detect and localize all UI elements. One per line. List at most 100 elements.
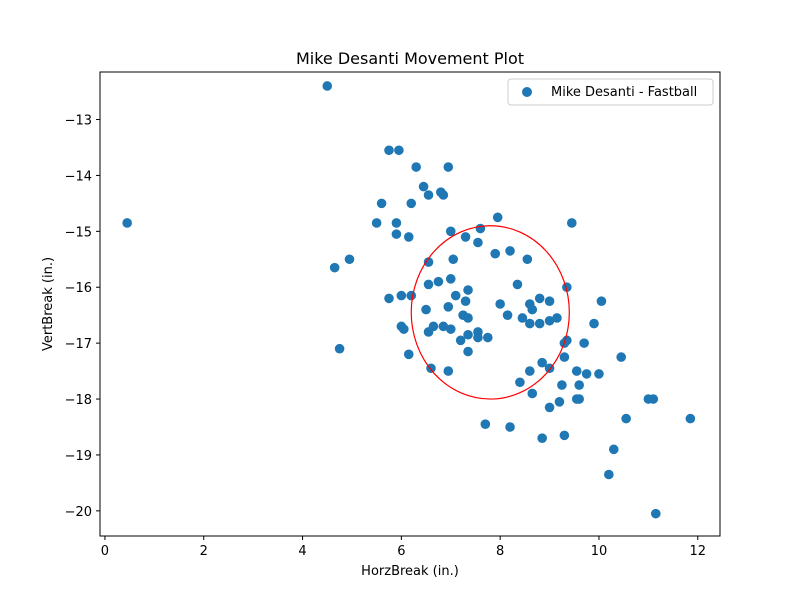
data-point-53 [525,318,535,329]
data-point-26 [522,254,533,265]
data-point-47 [527,304,538,315]
data-point-44 [460,296,471,307]
data-point-30 [423,279,434,290]
data-point-45 [421,304,431,315]
plot-frame [99,71,721,537]
data-point-15 [566,218,577,228]
data-point-33 [463,285,473,295]
data-point-96 [480,419,491,429]
data-point-93 [544,402,555,413]
y-tick-label-4: −17 [65,337,92,352]
x-tick-label-4: 8 [496,544,504,559]
data-point-99 [537,433,547,443]
data-point-82 [581,369,592,379]
data-point-56 [589,318,599,329]
data-point-42 [495,299,505,309]
data-point-31 [433,276,444,287]
data-point-84 [515,377,525,388]
data-point-52 [552,313,562,323]
data-point-63 [463,329,473,340]
y-tick-label-2: −15 [65,225,92,240]
data-point-6 [418,181,429,192]
data-point-36 [396,290,407,301]
data-point-22 [505,246,515,256]
data-point-39 [534,293,545,304]
data-point-21 [473,237,483,248]
data-point-101 [604,469,614,480]
data-point-72 [463,346,473,357]
data-point-3 [394,145,404,156]
data-point-34 [562,282,572,293]
data-point-12 [371,218,382,228]
y-tick-label-0: −13 [65,114,92,129]
x-axis: 0 2 4 6 8 10 12 [101,536,706,559]
data-point-62 [423,327,434,337]
x-axis-label: HorzBreak (in.) [361,564,459,579]
data-point-23 [490,248,501,259]
data-point-86 [574,380,584,390]
data-point-51 [517,313,528,323]
data-point-89 [574,394,584,404]
data-point-92 [648,394,659,404]
legend-marker [522,87,532,97]
data-point-67 [455,335,466,346]
data-point-37 [406,290,417,301]
y-tick-label-6: −19 [65,449,92,464]
data-point-19 [445,226,456,237]
data-point-81 [571,366,582,376]
data-point-49 [463,313,473,323]
data-point-20 [460,232,471,242]
data-point-14 [492,212,503,223]
y-tick-label-1: −14 [65,169,92,184]
x-tick-label-1: 2 [200,544,208,559]
data-point-100 [608,444,619,455]
data-point-97 [505,422,515,432]
data-point-8 [423,190,434,200]
data-point-38 [450,290,461,301]
data-point-27 [423,257,434,267]
data-point-41 [596,296,607,307]
chart-title: Mike Desanti Movement Plot [296,49,524,68]
data-point-9 [438,190,449,200]
data-point-29 [445,274,456,284]
data-point-24 [448,254,459,265]
x-tick-label-3: 6 [397,544,405,559]
y-tick-label-7: −20 [65,505,92,520]
data-point-60 [438,321,449,332]
data-point-73 [403,349,414,360]
data-point-17 [391,229,402,239]
legend: Mike Desanti - Fastball [507,78,714,106]
y-tick-label-3: −16 [65,281,92,296]
data-point-85 [557,380,567,390]
data-point-40 [544,296,555,307]
x-tick-label-6: 12 [689,544,706,559]
data-point-46 [443,302,454,312]
y-axis-label: VertBreak (in.) [41,257,56,351]
x-tick-label-0: 0 [101,544,109,559]
data-point-95 [685,413,696,424]
data-point-16 [475,223,486,234]
data-point-83 [594,369,604,379]
data-point-80 [525,366,535,376]
data-point-50 [502,310,513,320]
data-point-4 [411,162,421,172]
data-point-55 [544,315,555,326]
y-tick-label-5: −18 [65,393,92,408]
data-point-76 [537,357,547,368]
data-point-98 [559,430,570,441]
data-point-65 [473,332,483,343]
data-point-0 [322,81,333,91]
data-point-35 [384,293,394,304]
y-axis: −13 −14 −15 −16 −17 −18 −19 −20 [65,114,100,520]
legend-box [507,78,714,106]
data-point-79 [443,366,454,376]
data-point-102 [650,508,661,519]
data-point-5 [443,162,454,172]
data-point-18 [403,232,414,242]
data-point-74 [559,352,570,362]
data-point-2 [384,145,394,156]
data-point-32 [512,279,523,290]
data-point-10 [376,198,387,209]
x-tick-label-2: 4 [298,544,306,559]
data-point-87 [527,388,538,399]
